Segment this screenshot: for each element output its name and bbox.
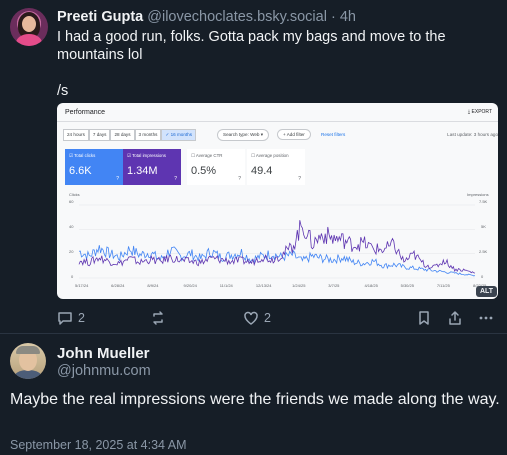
card-total-impressions: ☑ Total impressions 1.34M ? [123, 149, 181, 185]
left-tick: 20 [69, 249, 74, 254]
avatar-shirt [14, 370, 42, 379]
export-button: ⤓ EXPORT [467, 109, 492, 115]
help-icon: ? [238, 176, 241, 182]
card-value: 49.4 [251, 165, 273, 177]
alt-text-badge[interactable]: ALT [476, 286, 498, 297]
right-tick: 5K [481, 224, 486, 229]
card-label: ☐ Average CTR [191, 153, 223, 158]
chip-7-days: 7 days [88, 129, 111, 141]
card-label: ☑ Total clicks [69, 153, 96, 158]
card-value: 6.6K [69, 165, 92, 177]
post-time[interactable]: 4h [339, 9, 356, 25]
divider [57, 121, 498, 122]
x-tick: 9/20/24 [183, 283, 197, 288]
avatar-face [22, 16, 36, 32]
x-tick: 12/13/24 [255, 283, 272, 288]
performance-title: Performance [65, 109, 106, 116]
x-tick: 6/28/24 [111, 283, 125, 288]
repost-icon [153, 311, 163, 325]
performance-line-chart [78, 204, 476, 279]
left-tick: 60 [69, 199, 74, 204]
right-tick: 2.5K [479, 249, 488, 254]
right-axis-title: Impressions [467, 192, 489, 197]
avatar-face [19, 349, 37, 371]
like-count: 2 [264, 311, 271, 325]
right-tick: 7.5K [479, 199, 488, 204]
x-tick: 8/22/25 [473, 283, 486, 288]
bookmark-button[interactable] [416, 310, 432, 326]
export-label: EXPORT [471, 109, 492, 115]
last-update: Last update: 3 hours ago [447, 132, 498, 137]
reset-filters-link: Reset filters [321, 132, 346, 137]
author-name[interactable]: Preeti Gupta [57, 9, 144, 25]
reply-count: 2 [78, 311, 85, 325]
ellipsis-icon [479, 316, 493, 320]
post-text-line: I had a good run, folks. Gotta pack my b… [57, 29, 446, 63]
help-icon: ? [116, 176, 119, 182]
reply-button[interactable]: 2 [57, 310, 85, 326]
date-range-chips: 24 hours 7 days 28 days 3 months ✓ 16 mo… [63, 129, 197, 141]
avatar-hat [16, 346, 40, 354]
post-text-sarcasm: /s [57, 83, 69, 99]
left-tick: 40 [69, 224, 74, 229]
card-average-ctr: ☐ Average CTR 0.5% ? [187, 149, 245, 185]
heart-icon [244, 311, 258, 325]
embedded-screenshot[interactable]: Performance ⤓ EXPORT 24 hours 7 days 28 … [57, 103, 498, 299]
add-filter-pill: + Add filter [277, 129, 311, 140]
card-label: ☑ Total impressions [127, 153, 166, 158]
chip-16-months: ✓ 16 months [161, 129, 197, 141]
x-tick: 8/9/24 [147, 283, 159, 288]
avatar-body [16, 34, 42, 46]
reply-author-avatar[interactable] [10, 343, 46, 379]
reply-icon [58, 312, 72, 325]
impressions-series-line [78, 220, 476, 274]
author-avatar[interactable] [10, 8, 48, 46]
help-icon: ? [298, 176, 301, 182]
bookmark-icon [419, 311, 429, 325]
x-tick: 1/24/25 [292, 283, 306, 288]
reply-author-handle[interactable]: @johnmu.com [57, 363, 151, 379]
chip-28-days: 28 days [110, 129, 135, 141]
share-button[interactable] [447, 310, 463, 326]
card-value: 1.34M [127, 165, 158, 177]
post-thread-parent[interactable]: Preeti Gupta @ilovechoclates.bsky.social… [0, 0, 507, 335]
author-handle[interactable]: @ilovechoclates.bsky.social [147, 9, 327, 25]
reply-text: Maybe the real impressions were the frie… [10, 391, 500, 408]
left-axis-title: Clicks [69, 192, 80, 197]
x-tick: 5/17/24 [75, 283, 89, 288]
like-button[interactable]: 2 [243, 310, 271, 326]
x-tick: 4/18/25 [364, 283, 378, 288]
reply-date: September 18, 2025 at 4:34 AM [10, 438, 187, 452]
divider [0, 333, 507, 334]
search-type-pill: Search type: Web ▾ [217, 129, 270, 141]
x-tick: 3/7/25 [328, 283, 340, 288]
post-actions: 2 2 [0, 310, 507, 328]
x-tick: 5/30/25 [400, 283, 414, 288]
x-tick: 7/11/25 [436, 283, 450, 288]
card-total-clicks: ☑ Total clicks 6.6K ? [65, 149, 123, 185]
repost-button[interactable] [150, 310, 166, 326]
help-icon: ? [174, 176, 177, 182]
right-tick: 0 [481, 274, 484, 279]
chip-3-months: 3 months [134, 129, 162, 141]
post-text: I had a good run, folks. Gotta pack my b… [57, 28, 497, 100]
card-label: ☐ Average position [251, 153, 289, 158]
card-value: 0.5% [191, 165, 217, 177]
x-tick: 11/1/24 [219, 283, 233, 288]
card-average-position: ☐ Average position 49.4 ? [247, 149, 305, 185]
post-header: Preeti Gupta @ilovechoclates.bsky.social… [57, 9, 356, 25]
share-icon [449, 311, 461, 325]
left-tick: 0 [71, 274, 74, 279]
meta-separator: · [330, 9, 336, 25]
reply-author-name[interactable]: John Mueller [57, 345, 150, 362]
more-options-button[interactable] [478, 310, 494, 326]
clicks-series-line [78, 245, 476, 277]
chip-24-hours: 24 hours [63, 129, 89, 141]
